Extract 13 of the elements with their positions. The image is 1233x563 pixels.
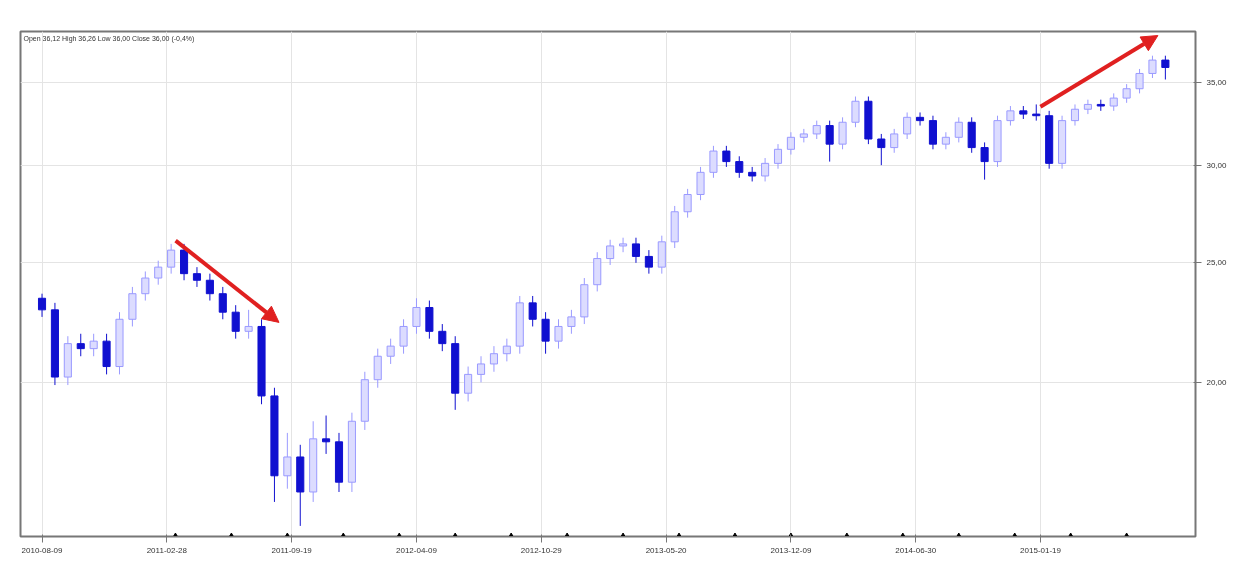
x-tick-label: 2013-05-20 [645,545,688,555]
x-tick-label: 2012-04-09 [396,545,438,555]
x-tick-label: 2010-08-09 [21,545,64,555]
y-tick-label: 25,00 [1206,258,1228,268]
x-tick-label: 2013-12-09 [770,545,812,555]
x-tick-label: 2011-02-28 [146,545,188,555]
x-tick-label: 2015-01-19 [1020,545,1062,555]
y-tick-label: 35,00 [1206,78,1228,88]
x-tick-label: 2011-09-19 [271,545,313,555]
y-tick-label: 30,00 [1206,160,1228,170]
x-tick-label: 2014-06-30 [895,545,937,555]
y-tick-label: 20,00 [1206,377,1228,387]
x-tick-label: 2012-10-29 [520,545,563,555]
